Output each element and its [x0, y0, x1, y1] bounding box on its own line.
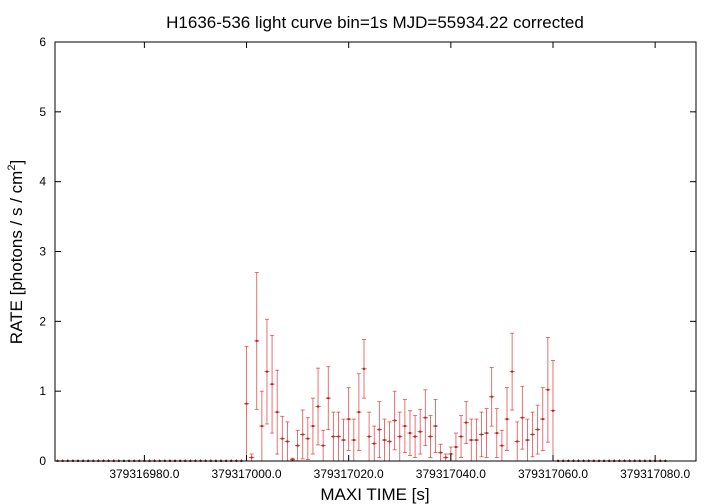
data-point [341, 418, 347, 462]
y-axis-label-main: RATE [photons / s / cm [7, 171, 26, 345]
data-point [346, 387, 352, 451]
y-axis-label-end: ] [7, 160, 26, 165]
data-point [254, 272, 260, 410]
data-point [530, 411, 536, 458]
data-point [463, 401, 469, 444]
data-point [351, 418, 357, 462]
data-point [489, 367, 495, 427]
y-tick-label: 0 [39, 454, 46, 468]
data-point [371, 425, 377, 462]
data-point [438, 443, 444, 462]
data-point [274, 369, 280, 455]
data-point [458, 415, 464, 458]
data-point [284, 421, 290, 462]
y-tick-label: 5 [39, 105, 46, 119]
data-point [514, 421, 520, 462]
data-point [392, 390, 398, 451]
data-point [453, 432, 459, 462]
data-point [295, 429, 301, 462]
data-point [397, 411, 403, 462]
x-tick-label: 379317040.0 [416, 467, 486, 481]
data-point [381, 418, 387, 462]
x-tick-label: 379317020.0 [314, 467, 384, 481]
data-point [376, 401, 382, 458]
data-point [422, 389, 428, 447]
data-point [427, 415, 433, 458]
data-point [330, 411, 336, 462]
plot-frame [54, 41, 697, 462]
data-point [484, 408, 490, 458]
data-point [335, 411, 342, 462]
data-point [300, 409, 306, 460]
data-point [366, 411, 372, 462]
chart-title: H1636-536 light curve bin=1s MJD=55934.2… [166, 13, 584, 32]
data-point [432, 399, 439, 454]
data-point [243, 346, 250, 462]
data-point [407, 410, 413, 456]
data-point [264, 318, 270, 425]
data-point [473, 418, 479, 462]
data-point [412, 415, 418, 458]
data-point [443, 453, 449, 462]
data-point [259, 390, 265, 462]
y-tick-label: 3 [39, 245, 46, 259]
data-point [519, 385, 525, 450]
data-point [499, 429, 505, 462]
data-point [386, 421, 393, 462]
data-point [535, 404, 541, 455]
data-point [468, 418, 474, 462]
data-point [310, 397, 316, 455]
data-point [494, 408, 500, 458]
data-point [315, 367, 321, 446]
y-axis-label-superscript: 2 [6, 165, 18, 171]
y-tick-label: 1 [39, 384, 46, 398]
data-point [320, 429, 326, 462]
data-point [356, 373, 362, 451]
y-tick-label: 4 [39, 175, 46, 189]
x-tick-label: 379317000.0 [211, 467, 281, 481]
x-axis-label: MAXI TIME [s] [320, 485, 429, 504]
x-tick-label: 379317060.0 [518, 467, 588, 481]
data-point [417, 408, 423, 455]
data-point [279, 415, 285, 462]
data-point [524, 418, 531, 462]
data-point [305, 417, 311, 461]
data-point [540, 387, 546, 451]
data-point [478, 411, 485, 458]
data-point [325, 366, 331, 430]
x-axis-ticks: 379316980.0 379317000.0 379317020.0 3793170… [109, 42, 690, 481]
y-axis-label: RATE [photons / s / cm2] [6, 160, 26, 344]
data-point [269, 334, 275, 434]
y-tick-label: 6 [39, 35, 46, 49]
data-point [545, 336, 551, 443]
data-layer [55, 272, 668, 462]
data-point [550, 360, 556, 462]
data-point [504, 387, 510, 451]
data-point [361, 339, 367, 399]
data-point [509, 332, 515, 411]
data-point [249, 453, 255, 462]
y-axis-ticks: 0 1 2 3 4 5 6 [39, 35, 696, 468]
x-tick-label: 379316980.0 [109, 467, 179, 481]
y-tick-label: 2 [39, 314, 46, 328]
data-point [402, 399, 408, 454]
x-tick-label: 379317080.0 [620, 467, 690, 481]
